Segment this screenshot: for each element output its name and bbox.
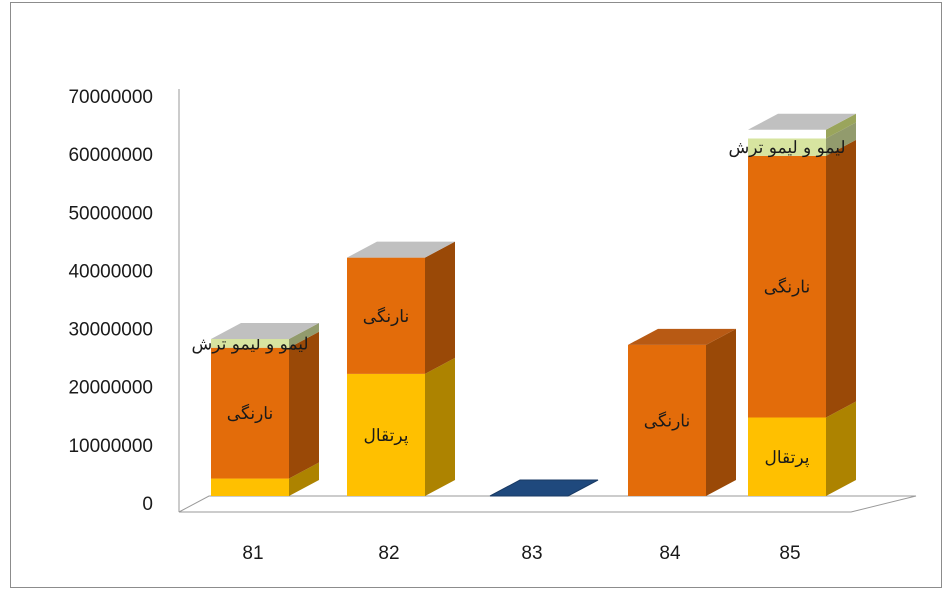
bar-segment <box>628 344 706 496</box>
bar-segment-label: نارنگی <box>227 403 273 424</box>
x-tick-label: 84 <box>659 543 681 564</box>
floor-plane <box>178 495 917 513</box>
y-tick-label: 30000000 <box>68 320 153 341</box>
bar-segment-label: نارنگی <box>764 277 810 298</box>
bar-top-face <box>211 323 319 340</box>
bar-segment <box>748 138 826 156</box>
bar-segment-side <box>826 401 856 496</box>
bar-segment-label: نارنگی <box>363 306 409 327</box>
x-tick-label: 83 <box>521 543 542 564</box>
bar-segment-label: پرتقال <box>765 448 810 468</box>
bar-segment <box>211 347 289 479</box>
x-tick-label: 82 <box>378 543 399 564</box>
bar-segment-side <box>289 462 319 496</box>
bar-segment-side <box>425 241 455 374</box>
bar-segment-label: پرتقال <box>364 426 409 446</box>
bar-segment <box>347 257 425 374</box>
y-tick-label: 20000000 <box>68 378 153 399</box>
bar-top-face <box>748 113 856 130</box>
bar-segment-side <box>425 357 455 496</box>
bar-top-face <box>347 241 455 258</box>
bar-segment-side <box>826 139 856 418</box>
x-tick-label: 85 <box>779 543 800 564</box>
bar-segment-side <box>826 122 856 156</box>
bar-segment-label: لیمو و لیمو ترش <box>728 138 845 158</box>
y-tick-label: 60000000 <box>68 145 153 166</box>
bar-segment-side <box>706 328 736 496</box>
y-tick-label: 10000000 <box>68 436 153 457</box>
y-tick-label: 70000000 <box>68 87 153 108</box>
y-tick-label: 0 <box>142 494 153 515</box>
bar-zero-slab <box>489 479 599 497</box>
bar-segment-label: نارنگی <box>644 410 690 431</box>
bars: نارنگی لیمو و لیمو ترش پرتقال نارنگی نارنگی پ… <box>191 113 856 497</box>
bar-segment <box>347 373 425 496</box>
bar-segment <box>748 155 826 418</box>
bar-top-face <box>628 328 736 345</box>
bar-segment <box>211 339 289 348</box>
y-tick-label: 40000000 <box>68 261 153 282</box>
bar-segment <box>748 417 826 496</box>
bar-segment-side <box>826 113 856 139</box>
y-axis: 0 10000000 20000000 30000000 40000000 5000000… <box>68 87 180 515</box>
y-tick-label: 50000000 <box>68 203 153 224</box>
stacked-bar-chart: 0 10000000 20000000 30000000 40000000 5000000… <box>68 87 917 564</box>
bar-segment-side <box>289 331 319 479</box>
chart-floor <box>178 495 917 513</box>
bar-segment-label: لیمو و لیمو ترش <box>191 334 308 354</box>
x-axis-ticks: 81 82 83 84 85 <box>242 543 800 564</box>
bar-segment <box>211 478 289 496</box>
chart-frame: 0 10000000 20000000 30000000 40000000 5000000… <box>10 2 942 588</box>
x-tick-label: 81 <box>242 543 263 564</box>
bar-segment-side <box>289 323 319 348</box>
bar-segment <box>748 129 826 139</box>
